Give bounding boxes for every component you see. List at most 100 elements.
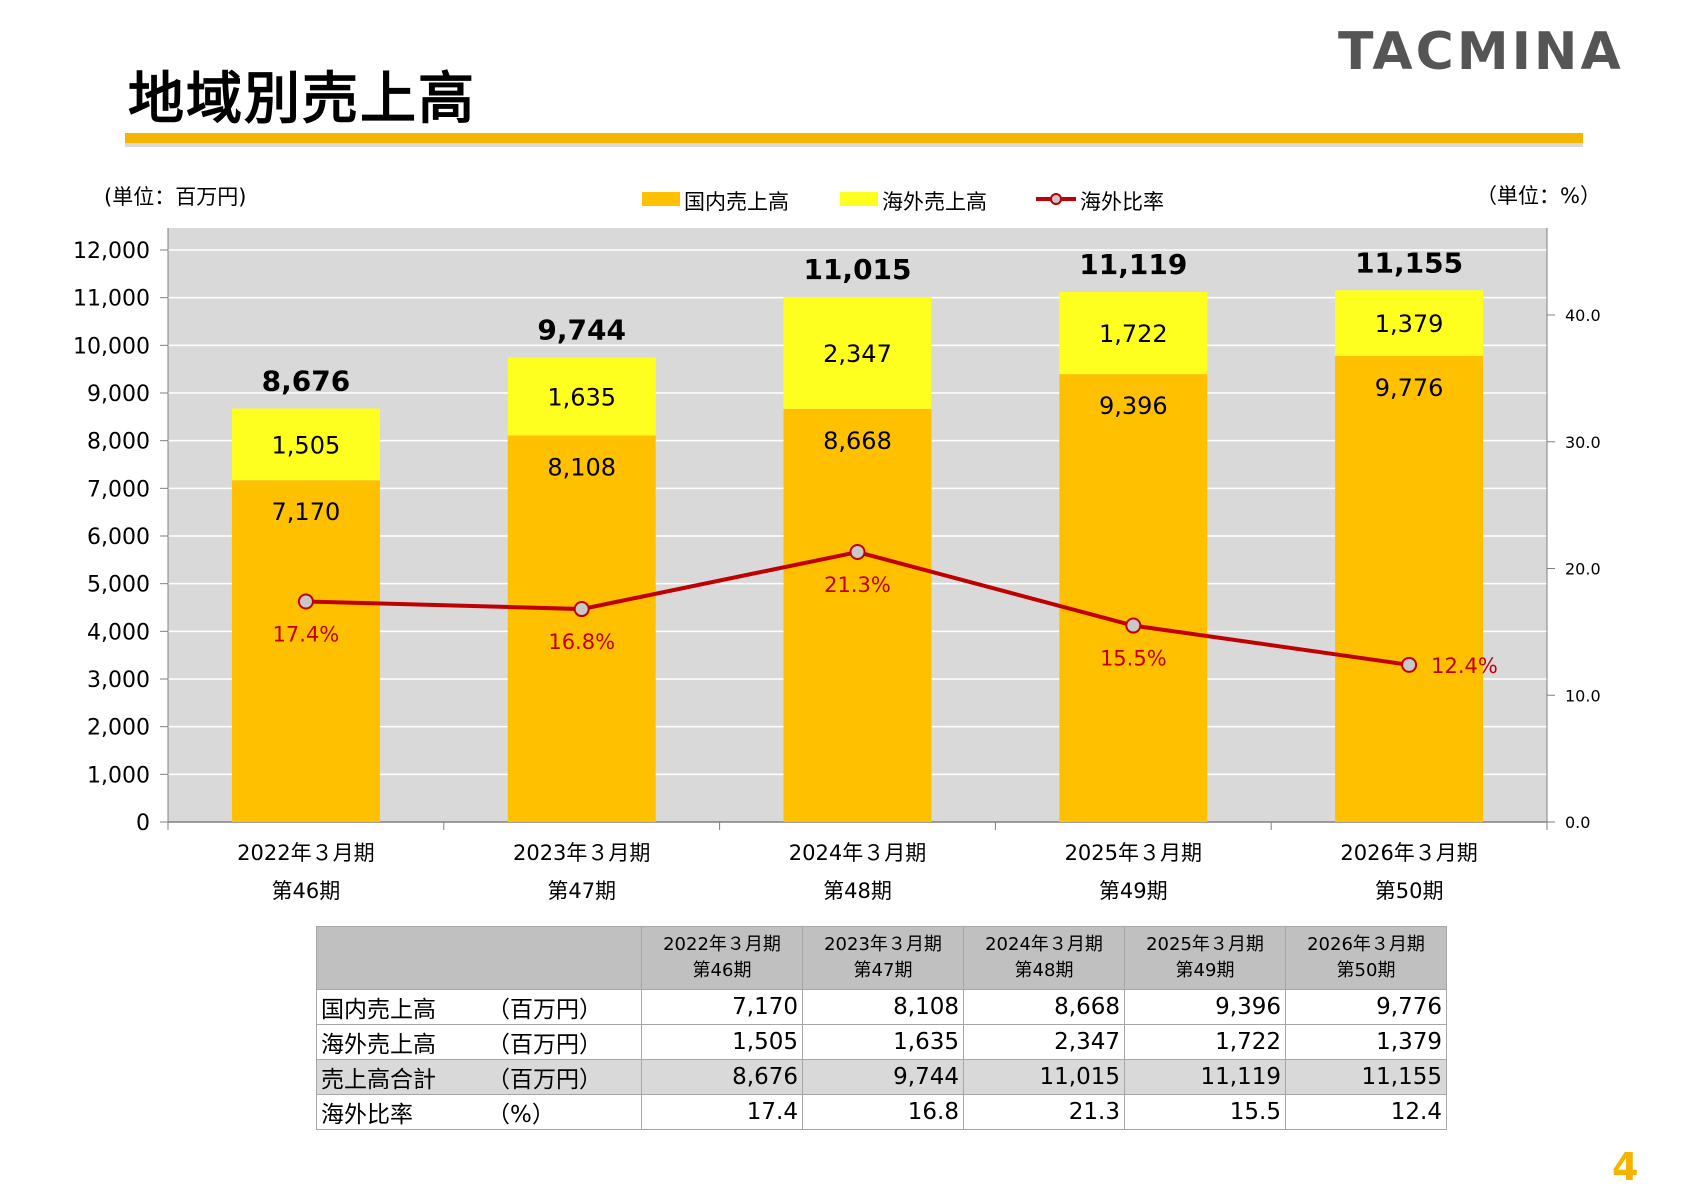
title-underline bbox=[125, 133, 1583, 143]
table-cell: 11,015 bbox=[963, 1059, 1125, 1095]
data-label-overseas: 1,635 bbox=[547, 384, 616, 412]
data-label-overseas: 1,722 bbox=[1099, 320, 1168, 348]
y-tick-label: 9,000 bbox=[87, 382, 150, 407]
y-tick-label: 10,000 bbox=[73, 334, 150, 359]
x-tick-label: 第49期 bbox=[1099, 879, 1168, 903]
bar-domestic bbox=[507, 435, 656, 822]
left-axis-unit: (単位：百万円) bbox=[104, 185, 247, 209]
bar-domestic bbox=[231, 480, 380, 822]
table-corner-cell bbox=[316, 926, 642, 990]
table-cell: 7,170 bbox=[641, 989, 803, 1025]
overseas-ratio-point bbox=[849, 544, 866, 561]
table-header-cell: 2025年３月期 第49期 bbox=[1124, 926, 1286, 990]
table-cell: 9,396 bbox=[1124, 989, 1286, 1025]
y-tick-label: 12,000 bbox=[73, 239, 150, 264]
right-axis-unit: （単位：%） bbox=[1476, 184, 1601, 208]
data-label-overseas: 2,347 bbox=[823, 340, 892, 368]
data-label-domestic: 8,108 bbox=[547, 454, 616, 482]
table-cell: 21.3 bbox=[963, 1094, 1125, 1130]
bar-overseas bbox=[231, 408, 380, 481]
table-cell: 2,347 bbox=[963, 1024, 1125, 1060]
row-unit: （百万円） bbox=[483, 1024, 642, 1060]
x-tick-label: 第47期 bbox=[547, 879, 616, 903]
overseas-ratio-label: 17.4% bbox=[273, 622, 340, 646]
table-cell: 1,635 bbox=[802, 1024, 964, 1060]
company-logo: TACMINA bbox=[1338, 22, 1624, 82]
data-label-overseas: 1,505 bbox=[272, 431, 341, 459]
data-label-domestic: 9,396 bbox=[1099, 392, 1168, 420]
table-cell: 1,379 bbox=[1285, 1024, 1447, 1060]
table-cell: 9,776 bbox=[1285, 989, 1447, 1025]
row-label: 国内売上高 bbox=[316, 989, 483, 1025]
bar-overseas bbox=[1335, 290, 1484, 357]
data-label-domestic: 9,776 bbox=[1375, 374, 1444, 402]
table-cell: 8,676 bbox=[641, 1059, 803, 1095]
title-underline-shadow bbox=[125, 143, 1583, 147]
overseas-ratio-label: 15.5% bbox=[1100, 647, 1167, 671]
page-number: 4 bbox=[1612, 1145, 1639, 1189]
row-label: 海外売上高 bbox=[316, 1024, 483, 1060]
row-unit: （%） bbox=[483, 1094, 642, 1130]
table-row-total: 売上高合計 （百万円） 8,676 9,744 11,015 11,119 11… bbox=[316, 1059, 1447, 1095]
table-cell: 8,668 bbox=[963, 989, 1125, 1025]
table-cell: 1,505 bbox=[641, 1024, 803, 1060]
table-header-row: 2022年３月期 第46期 2023年３月期 第47期 2024年３月期 第48期 2… bbox=[316, 926, 1447, 990]
overseas-ratio-point bbox=[573, 601, 590, 618]
y-tick-label: 8,000 bbox=[87, 430, 150, 455]
y-tick-label: 11,000 bbox=[73, 287, 150, 312]
y-tick-label: 7,000 bbox=[87, 477, 150, 502]
table-row: 海外比率 （%） 17.4 16.8 21.3 15.5 12.4 bbox=[316, 1094, 1447, 1130]
bar-domestic bbox=[783, 408, 932, 822]
table-cell: 15.5 bbox=[1124, 1094, 1286, 1130]
y2-tick-label: 20.0 bbox=[1565, 560, 1601, 579]
table-row: 国内売上高 （百万円） 7,170 8,108 8,668 9,396 9,77… bbox=[316, 989, 1447, 1025]
table-cell: 8,108 bbox=[802, 989, 964, 1025]
data-label-total: 11,119 bbox=[1079, 248, 1187, 281]
row-label: 海外比率 bbox=[316, 1094, 483, 1130]
data-label-total: 9,744 bbox=[537, 314, 626, 347]
table-cell: 12.4 bbox=[1285, 1094, 1447, 1130]
row-unit: （百万円） bbox=[483, 1059, 642, 1095]
y2-tick-label: 40.0 bbox=[1565, 306, 1601, 325]
x-tick-label: 2023年３月期 bbox=[513, 841, 650, 865]
y-tick-label: 4,000 bbox=[87, 620, 150, 645]
table-cell: 11,155 bbox=[1285, 1059, 1447, 1095]
bar-overseas bbox=[783, 296, 932, 409]
data-label-total: 8,676 bbox=[262, 364, 351, 397]
y-tick-label: 6,000 bbox=[87, 525, 150, 550]
bar-domestic bbox=[1059, 374, 1208, 822]
table-header-cell: 2023年３月期 第47期 bbox=[802, 926, 964, 990]
overseas-ratio-point bbox=[1125, 617, 1142, 634]
legend-swatch-domestic bbox=[642, 192, 680, 206]
x-tick-label: 2025年３月期 bbox=[1065, 841, 1202, 865]
regional-sales-chart: 0 1,000 2,000 3,000 4,000 5,000 6,000 7,000 8,00… bbox=[73, 190, 1601, 903]
overseas-ratio-label: 12.4% bbox=[1431, 654, 1498, 678]
bar-overseas bbox=[1059, 292, 1208, 375]
y2-tick-label: 10.0 bbox=[1565, 686, 1601, 705]
data-label-domestic: 8,668 bbox=[823, 427, 892, 455]
x-tick-label: 第50期 bbox=[1375, 879, 1444, 903]
table-cell: 16.8 bbox=[802, 1094, 964, 1130]
legend-label-overseas: 海外売上高 bbox=[882, 190, 987, 214]
row-label: 売上高合計 bbox=[316, 1059, 483, 1095]
table-row: 海外売上高 （百万円） 1,505 1,635 2,347 1,722 1,37… bbox=[316, 1024, 1447, 1060]
page-title: 地域別売上高 bbox=[128, 67, 476, 132]
overseas-ratio-point bbox=[297, 593, 314, 610]
overseas-ratio-label: 16.8% bbox=[548, 630, 615, 654]
table-cell: 11,119 bbox=[1124, 1059, 1286, 1095]
table-header-cell: 2024年３月期 第48期 bbox=[963, 926, 1125, 990]
row-unit: （百万円） bbox=[483, 989, 642, 1025]
table-cell: 9,744 bbox=[802, 1059, 964, 1095]
bar-domestic bbox=[1335, 356, 1484, 822]
data-label-total: 11,155 bbox=[1355, 246, 1463, 279]
sales-data-table: 2022年３月期 第46期 2023年３月期 第47期 2024年３月期 第48期 2… bbox=[316, 926, 1447, 1130]
overseas-ratio-point bbox=[1401, 656, 1418, 673]
table-cell: 1,722 bbox=[1124, 1024, 1286, 1060]
bar-overseas bbox=[507, 357, 656, 436]
y-tick-label: 5,000 bbox=[87, 573, 150, 598]
legend-label-ratio: 海外比率 bbox=[1080, 190, 1164, 214]
overseas-ratio-label: 21.3% bbox=[824, 573, 891, 597]
y2-tick-label: 30.0 bbox=[1565, 433, 1601, 452]
x-tick-label: 2024年３月期 bbox=[789, 841, 926, 865]
table-header-cell: 2022年３月期 第46期 bbox=[641, 926, 803, 990]
